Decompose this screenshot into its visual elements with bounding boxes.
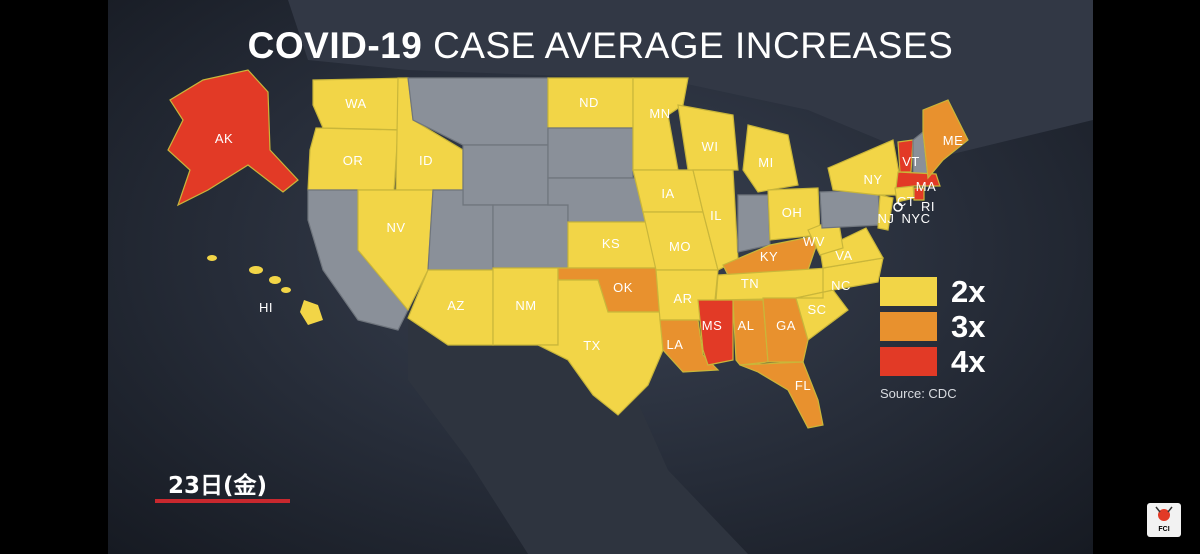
svg-text:IA: IA [661,186,674,201]
svg-text:MN: MN [649,106,670,121]
svg-text:HI: HI [259,300,273,315]
map-video-frame: AK HI WA OR ID NV AZ NM TX ND KS OK MN I… [108,0,1093,554]
state-WY [462,144,549,206]
svg-text:MA: MA [916,179,937,194]
state-FL [739,361,824,429]
svg-text:AZ: AZ [447,298,465,313]
legend-label-3x: 3x [951,308,986,344]
svg-text:KY: KY [760,249,778,264]
legend-row-3x: 3x [880,309,985,344]
svg-text:AK: AK [215,131,233,146]
legend-swatch-2x [880,277,937,306]
state-MS [697,299,734,366]
title-bold: COVID-19 [247,25,423,66]
legend-row-2x: 2x [880,274,985,309]
state-KY [722,234,821,276]
svg-text:AL: AL [738,318,755,333]
legend: 2x 3x 4x [880,274,985,379]
svg-text:CT: CT [897,194,915,209]
state-VA [819,227,884,269]
map-title: COVID-19 CASE AVERAGE INCREASES [108,25,1093,67]
state-LA [659,319,720,373]
state-NJ [877,194,894,231]
mexico-landmass [408,300,748,554]
channel-logo: FCI [1147,503,1181,537]
svg-text:VA: VA [835,248,852,263]
svg-text:LA: LA [667,337,684,352]
nyc-marker [893,202,903,212]
logo-icon [1155,506,1173,521]
svg-text:NJ: NJ [878,211,895,226]
state-NY [827,139,904,196]
svg-text:WI: WI [702,139,719,154]
svg-text:TX: TX [583,338,601,353]
svg-text:VT: VT [902,154,920,169]
logo-label: FCI [1158,526,1170,533]
svg-text:OH: OH [782,205,803,220]
legend-label-4x: 4x [951,343,986,379]
state-AK [167,69,299,207]
svg-text:KS: KS [602,236,620,251]
svg-text:NC: NC [831,278,851,293]
svg-text:ME: ME [943,133,964,148]
title-rest: CASE AVERAGE INCREASES [433,25,954,66]
state-GA [762,297,809,363]
svg-text:SC: SC [807,302,826,317]
svg-text:MS: MS [702,318,723,333]
state-NV [357,189,434,312]
svg-text:IL: IL [710,208,722,223]
svg-text:GA: GA [776,318,796,333]
svg-text:TN: TN [741,276,759,291]
svg-text:WA: WA [345,96,366,111]
state-ME [922,99,969,180]
svg-text:FL: FL [795,378,811,393]
date-underline [155,499,290,503]
state-RI [913,187,925,201]
us-map: AK HI WA OR ID NV AZ NM TX ND KS OK MN I… [167,0,1093,554]
state-MI [742,124,799,193]
state-SD [547,127,634,179]
legend-swatch-4x [880,347,937,376]
state-VT [897,139,914,173]
date-caption: 23日(金) [168,473,268,499]
legend-row-4x: 4x [880,344,985,379]
legend-swatch-3x [880,312,937,341]
state-PA [819,189,881,229]
svg-text:ID: ID [419,153,433,168]
svg-text:ND: ND [579,95,599,110]
svg-text:WV: WV [803,234,825,249]
svg-text:RI: RI [921,199,935,214]
legend-label-2x: 2x [951,273,986,309]
svg-text:NYC: NYC [902,211,931,226]
svg-text:NV: NV [386,220,405,235]
state-AZ [407,269,494,346]
state-CO [492,204,569,269]
svg-text:OK: OK [613,280,633,295]
canada-landmass [288,0,1093,160]
svg-text:MI: MI [758,155,773,170]
state-HI [207,255,323,325]
svg-text:AR: AR [673,291,692,306]
svg-text:OR: OR [343,153,364,168]
source-note: Source: CDC [880,386,957,401]
svg-text:NM: NM [515,298,536,313]
svg-text:NY: NY [863,172,882,187]
state-AL [732,299,769,366]
state-IN [737,194,771,253]
state-TX [537,279,664,416]
state-WI [677,104,739,171]
state-MN [632,77,689,171]
svg-text:MO: MO [669,239,691,254]
